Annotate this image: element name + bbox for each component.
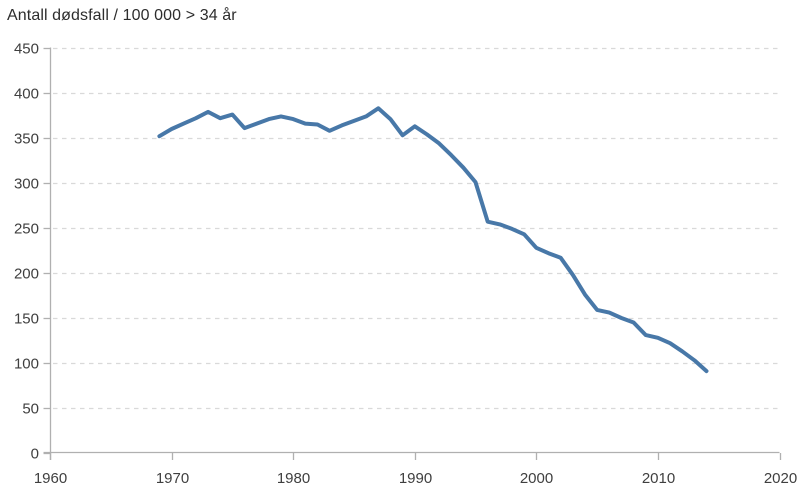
y-tick-label: 50 [22,401,39,418]
chart-title: Antall dødsfall / 100 000 > 34 år [7,7,237,24]
x-tick-label: 1960 [34,470,67,487]
y-tick-label: 200 [14,266,39,283]
x-tick-label: 2000 [520,470,553,487]
y-tick-label: 450 [14,41,39,58]
x-tick-label: 1980 [277,470,310,487]
y-tick-label: 300 [14,176,39,193]
x-tick-label: 1970 [156,470,189,487]
y-tick-label: 350 [14,131,39,148]
y-tick-label: 400 [14,86,39,103]
data-line [157,106,709,374]
y-tick-label: 0 [31,446,39,463]
y-tick-label: 250 [14,221,39,238]
y-axis: 0 50 100 150 200 250 300 350 400 450 [14,41,52,463]
gridlines [53,47,780,410]
x-axis: 1960 1970 1980 1990 2000 2010 2020 [34,451,797,487]
x-tick-label: 1990 [399,470,432,487]
y-tick-label: 100 [14,356,39,373]
y-tick-label: 150 [14,311,39,328]
x-tick-label: 2010 [642,470,675,487]
x-tick-label: 2020 [764,470,797,487]
